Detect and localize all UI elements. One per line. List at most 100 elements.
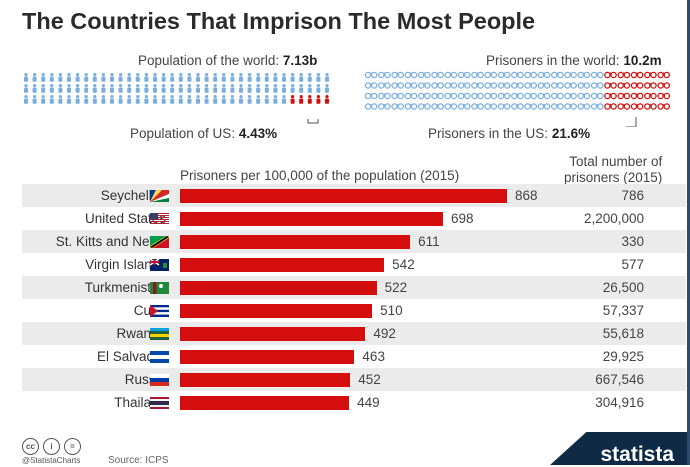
handcuff-icon	[404, 82, 418, 89]
person-icon	[178, 84, 183, 93]
bar-value-label: 449	[357, 395, 380, 410]
person-icon	[178, 73, 183, 82]
nd-icon: =	[64, 438, 81, 455]
handcuff-icon	[457, 103, 471, 110]
person-icon	[170, 95, 175, 104]
handcuff-icon	[617, 71, 631, 79]
handcuff-icon	[457, 82, 471, 89]
handcuff-icon	[630, 71, 644, 79]
person-icon	[153, 84, 157, 93]
table-row: Rwanda 492 55,618	[22, 322, 686, 345]
bar	[180, 281, 377, 295]
handcuff-icon	[604, 103, 617, 110]
seychelles-flag	[150, 190, 169, 202]
handcuff-icon	[550, 71, 564, 79]
person-icon	[92, 95, 97, 104]
handcuff-icon	[431, 82, 444, 89]
person-icon	[135, 95, 140, 104]
handcuff-icon	[657, 103, 671, 110]
handcuff-icon	[657, 82, 671, 89]
handcuff-icon	[417, 82, 431, 89]
handcuff-icon	[484, 103, 498, 110]
person-icon	[307, 84, 312, 93]
handcuff-icon	[524, 82, 538, 89]
person-icon	[127, 73, 132, 82]
handcuff-icon	[537, 82, 551, 89]
table-row: Russia 452 667,546	[22, 368, 686, 391]
person-icon	[41, 95, 46, 104]
handcuff-icon	[444, 103, 458, 110]
bar-value-label: 542	[392, 257, 415, 272]
person-icon	[187, 84, 192, 93]
person-icon	[230, 73, 235, 82]
person-icon	[118, 95, 123, 104]
handcuff-icon	[537, 92, 551, 100]
person-icon	[32, 73, 37, 82]
person-icon	[213, 84, 218, 93]
handcuff-icon	[590, 71, 604, 79]
country-label: El Salvador	[96, 349, 166, 364]
person-icon	[92, 84, 97, 93]
person-icon	[32, 84, 37, 93]
bar	[180, 304, 373, 318]
handcuff-icon	[431, 92, 444, 100]
table-row: United States 698 2,200,000	[22, 207, 686, 230]
person-icon	[135, 84, 140, 93]
twitter-handle: @StatistaCharts	[22, 456, 81, 465]
country-label: Turkmenistan	[84, 280, 166, 295]
table-row: St. Kitts and Nevis 611 330	[22, 230, 686, 253]
handcuff-icon	[444, 71, 458, 79]
person-icon	[101, 95, 106, 104]
person-icon	[204, 84, 209, 93]
total-prisoners-value: 57,337	[602, 303, 644, 318]
total-prisoners-value: 667,546	[595, 372, 644, 387]
person-icon	[75, 73, 80, 82]
handcuff-icon	[564, 82, 577, 89]
handcuff-icon	[511, 71, 524, 79]
handcuff-icon	[550, 92, 564, 100]
bar-value-label: 868	[515, 188, 538, 203]
person-icon	[325, 84, 329, 93]
total-prisoners-value: 577	[621, 257, 644, 272]
person-icon	[67, 73, 71, 82]
person-icon	[325, 73, 329, 82]
person-icon	[299, 84, 304, 93]
rate-column-header: Prisoners per 100,000 of the population …	[180, 168, 460, 183]
handcuff-icon	[511, 82, 524, 89]
person-icon	[110, 73, 114, 82]
handcuff-icon	[391, 103, 405, 110]
person-icon	[170, 73, 175, 82]
person-icon	[24, 73, 28, 82]
table-row: Turkmenistan 522 26,500	[22, 276, 686, 299]
country-label: St. Kitts and Nevis	[55, 234, 166, 249]
handcuff-icon	[604, 71, 617, 79]
handcuff-icon	[378, 103, 391, 110]
handcuff-icon	[404, 92, 418, 100]
person-icon	[144, 73, 149, 82]
person-icon	[316, 84, 321, 93]
us-population-label: Population of US: 4.43%	[130, 126, 278, 141]
person-icon	[264, 95, 269, 104]
person-icon	[75, 84, 80, 93]
handcuff-icon	[657, 92, 671, 100]
handcuff-icon	[484, 82, 498, 89]
handcuff-icon	[364, 82, 378, 89]
person-icon	[49, 73, 54, 82]
handcuff-icon	[644, 92, 657, 100]
table-row: Thailand 449 304,916	[22, 391, 686, 414]
person-icon	[144, 95, 149, 104]
person-icon	[247, 84, 252, 93]
table-row: Seychelles 868 786	[22, 184, 686, 207]
person-icon	[213, 95, 218, 104]
handcuff-icon	[550, 82, 564, 89]
person-icon	[316, 73, 321, 82]
by-icon: i	[43, 438, 60, 455]
handcuff-icon	[444, 82, 458, 89]
handcuff-icon	[550, 103, 564, 110]
world-population-label: Population of the world: 7.13b	[138, 53, 318, 68]
person-icon	[264, 84, 269, 93]
total-prisoners-value: 304,916	[595, 395, 644, 410]
handcuff-icon	[630, 82, 644, 89]
person-icon	[239, 95, 243, 104]
bar-value-label: 452	[358, 372, 381, 387]
